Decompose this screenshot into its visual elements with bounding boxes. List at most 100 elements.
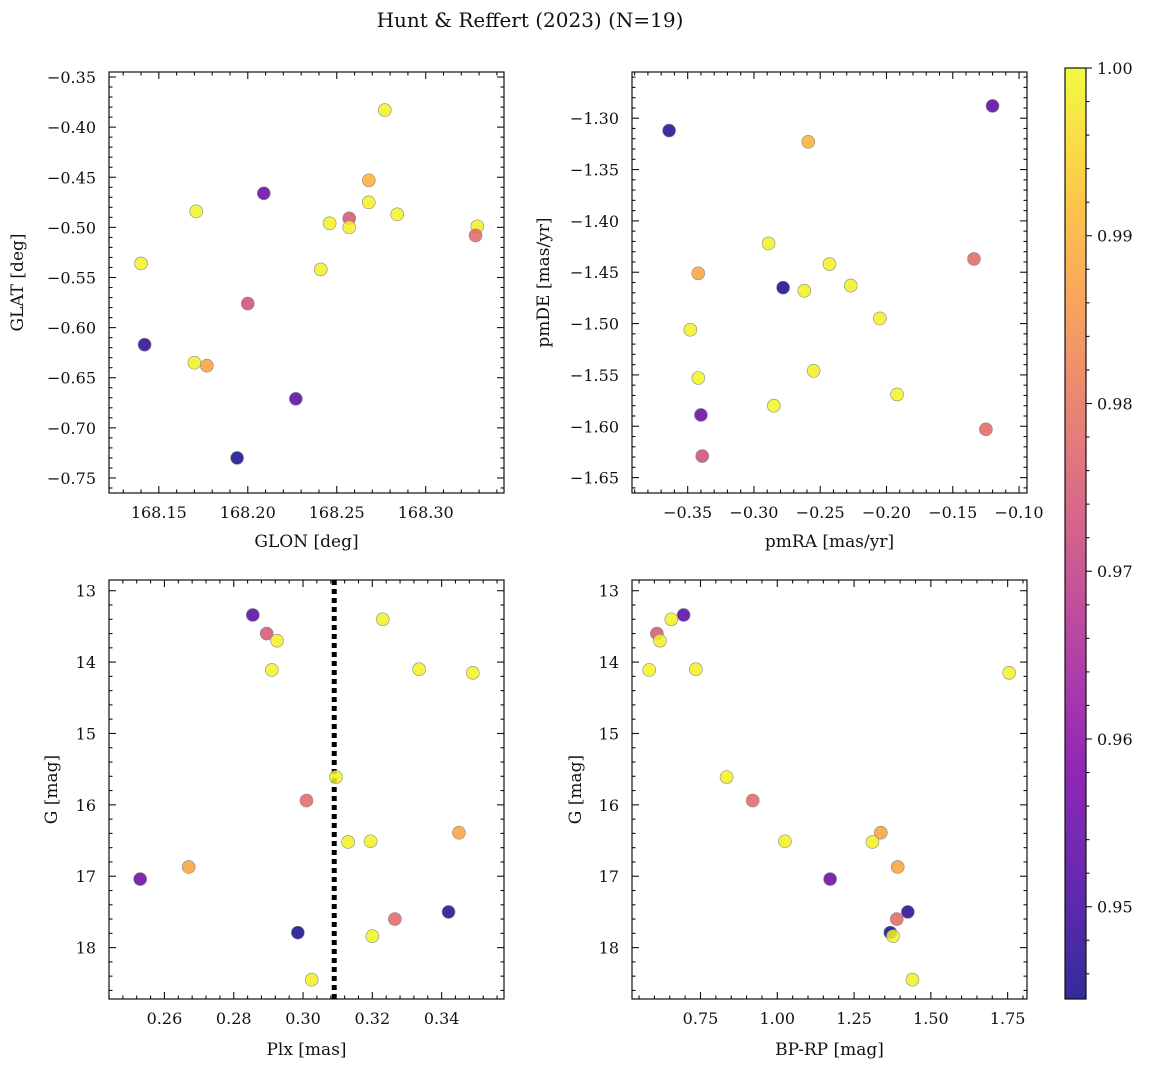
x-tick-label: 0.32: [355, 1009, 391, 1028]
y-tick-label: 16: [76, 796, 96, 815]
y-tick-label: 18: [76, 939, 96, 958]
panel-cmd: 0.75 1.00 1.25 1.50 1.75 13 14 15 16 17 18 BP-RP [m…: [566, 579, 1028, 1060]
y-axis-label: GLAT [deg]: [8, 233, 28, 331]
data-point: [361, 195, 376, 210]
y-tick-label: 14: [599, 653, 619, 672]
x-tick-label: 1.00: [759, 1009, 795, 1028]
colorbar-tick-label: 0.97: [1097, 562, 1133, 581]
data-point: [137, 337, 152, 352]
panel-sky: 168.15 168.20 168.25 168.30 −0.75 −0.70 −0.65 −…: [8, 68, 505, 552]
data-point: [979, 422, 993, 437]
y-tick-label: −0.45: [47, 168, 96, 187]
data-point: [270, 633, 284, 648]
y-tick-label: −1.50: [570, 315, 619, 334]
x-tick-label: 1.75: [990, 1009, 1026, 1028]
data-point: [778, 834, 792, 849]
data-point: [691, 371, 706, 385]
data-point: [653, 633, 667, 648]
data-point: [905, 972, 920, 987]
x-axis-label: GLON [deg]: [254, 532, 358, 552]
data-point: [806, 364, 821, 378]
y-tick-label: 15: [76, 724, 96, 743]
data-point: [468, 228, 483, 243]
data-point: [886, 929, 900, 943]
data-point: [341, 835, 355, 849]
data-point: [676, 608, 691, 622]
data-point: [342, 220, 357, 235]
data-point: [181, 860, 196, 874]
data-point: [412, 662, 426, 677]
data-point: [291, 925, 305, 940]
x-tick-label: −0.35: [663, 503, 712, 522]
data-point: [843, 278, 858, 293]
y-tick-label: −1.40: [570, 212, 619, 231]
colorbar-tick-label: 0.95: [1097, 898, 1133, 917]
data-point: [719, 770, 734, 784]
data-point: [689, 662, 703, 677]
x-tick-label: −0.30: [729, 503, 778, 522]
data-point: [466, 665, 480, 680]
data-point: [967, 252, 981, 266]
data-point: [245, 608, 260, 622]
x-tick-label: −0.25: [796, 503, 845, 522]
data-point: [299, 793, 314, 808]
y-tick-label: −0.75: [47, 469, 96, 488]
data-point: [889, 912, 904, 926]
y-tick-label: −0.40: [47, 118, 96, 137]
colorbar-tick-label: 0.98: [1097, 394, 1133, 413]
data-point: [695, 449, 710, 463]
x-tick-label: 0.28: [216, 1009, 252, 1028]
data-point: [452, 825, 466, 840]
y-tick-label: −1.35: [570, 161, 619, 180]
y-axis-label: G [mag]: [566, 755, 586, 824]
colorbar-tick-label: 0.99: [1097, 227, 1133, 246]
colorbar-frame: [1064, 67, 1087, 1000]
data-point: [265, 663, 279, 677]
data-point: [361, 173, 376, 188]
x-tick-label: 168.20: [220, 503, 276, 522]
y-tick-label: 17: [599, 867, 619, 886]
plot-frame-pm: [631, 71, 1028, 494]
data-point: [322, 216, 337, 231]
plot-frame-plx: [108, 579, 505, 1000]
colorbar-gradient: [1065, 68, 1086, 999]
x-tick-label: 1.50: [913, 1009, 949, 1028]
data-point: [289, 391, 303, 406]
x-tick-label: −0.10: [995, 503, 1044, 522]
data-point: [694, 408, 708, 422]
data-point: [365, 929, 380, 943]
y-tick-label: −0.70: [47, 419, 96, 438]
data-point: [865, 835, 880, 849]
y-tick-label: 16: [599, 796, 619, 815]
y-tick-label: −0.65: [47, 369, 96, 388]
data-point: [683, 322, 698, 337]
colorbar-tick-label: 1.00: [1097, 59, 1133, 78]
y-tick-label: −1.55: [570, 366, 619, 385]
x-tick-label: 0.34: [424, 1009, 460, 1028]
y-tick-label: 14: [76, 653, 96, 672]
y-tick-label: −1.45: [570, 263, 619, 282]
x-tick-label: 168.25: [309, 503, 365, 522]
data-point: [329, 770, 343, 784]
data-point: [363, 834, 378, 849]
data-point: [230, 451, 244, 465]
data-point: [761, 236, 776, 251]
x-axis-label: BP-RP [mag]: [775, 1040, 884, 1060]
data-point: [375, 612, 390, 627]
y-tick-label: −1.60: [570, 417, 619, 436]
data-point: [776, 280, 790, 295]
x-axis-label: pmRA [mas/yr]: [765, 532, 894, 552]
data-point: [313, 262, 328, 277]
data-point: [801, 135, 816, 149]
data-point: [767, 398, 781, 413]
data-point: [890, 860, 905, 874]
data-point: [662, 123, 676, 138]
data-point: [200, 358, 214, 373]
data-point: [240, 296, 255, 311]
panels: 168.15 168.20 168.25 168.30 −0.75 −0.70 −0.65 −…: [8, 68, 1044, 1060]
y-tick-label: −0.60: [47, 319, 96, 338]
x-tick-label: 0.26: [147, 1009, 183, 1028]
data-point: [901, 905, 915, 919]
y-tick-label: 17: [76, 867, 96, 886]
